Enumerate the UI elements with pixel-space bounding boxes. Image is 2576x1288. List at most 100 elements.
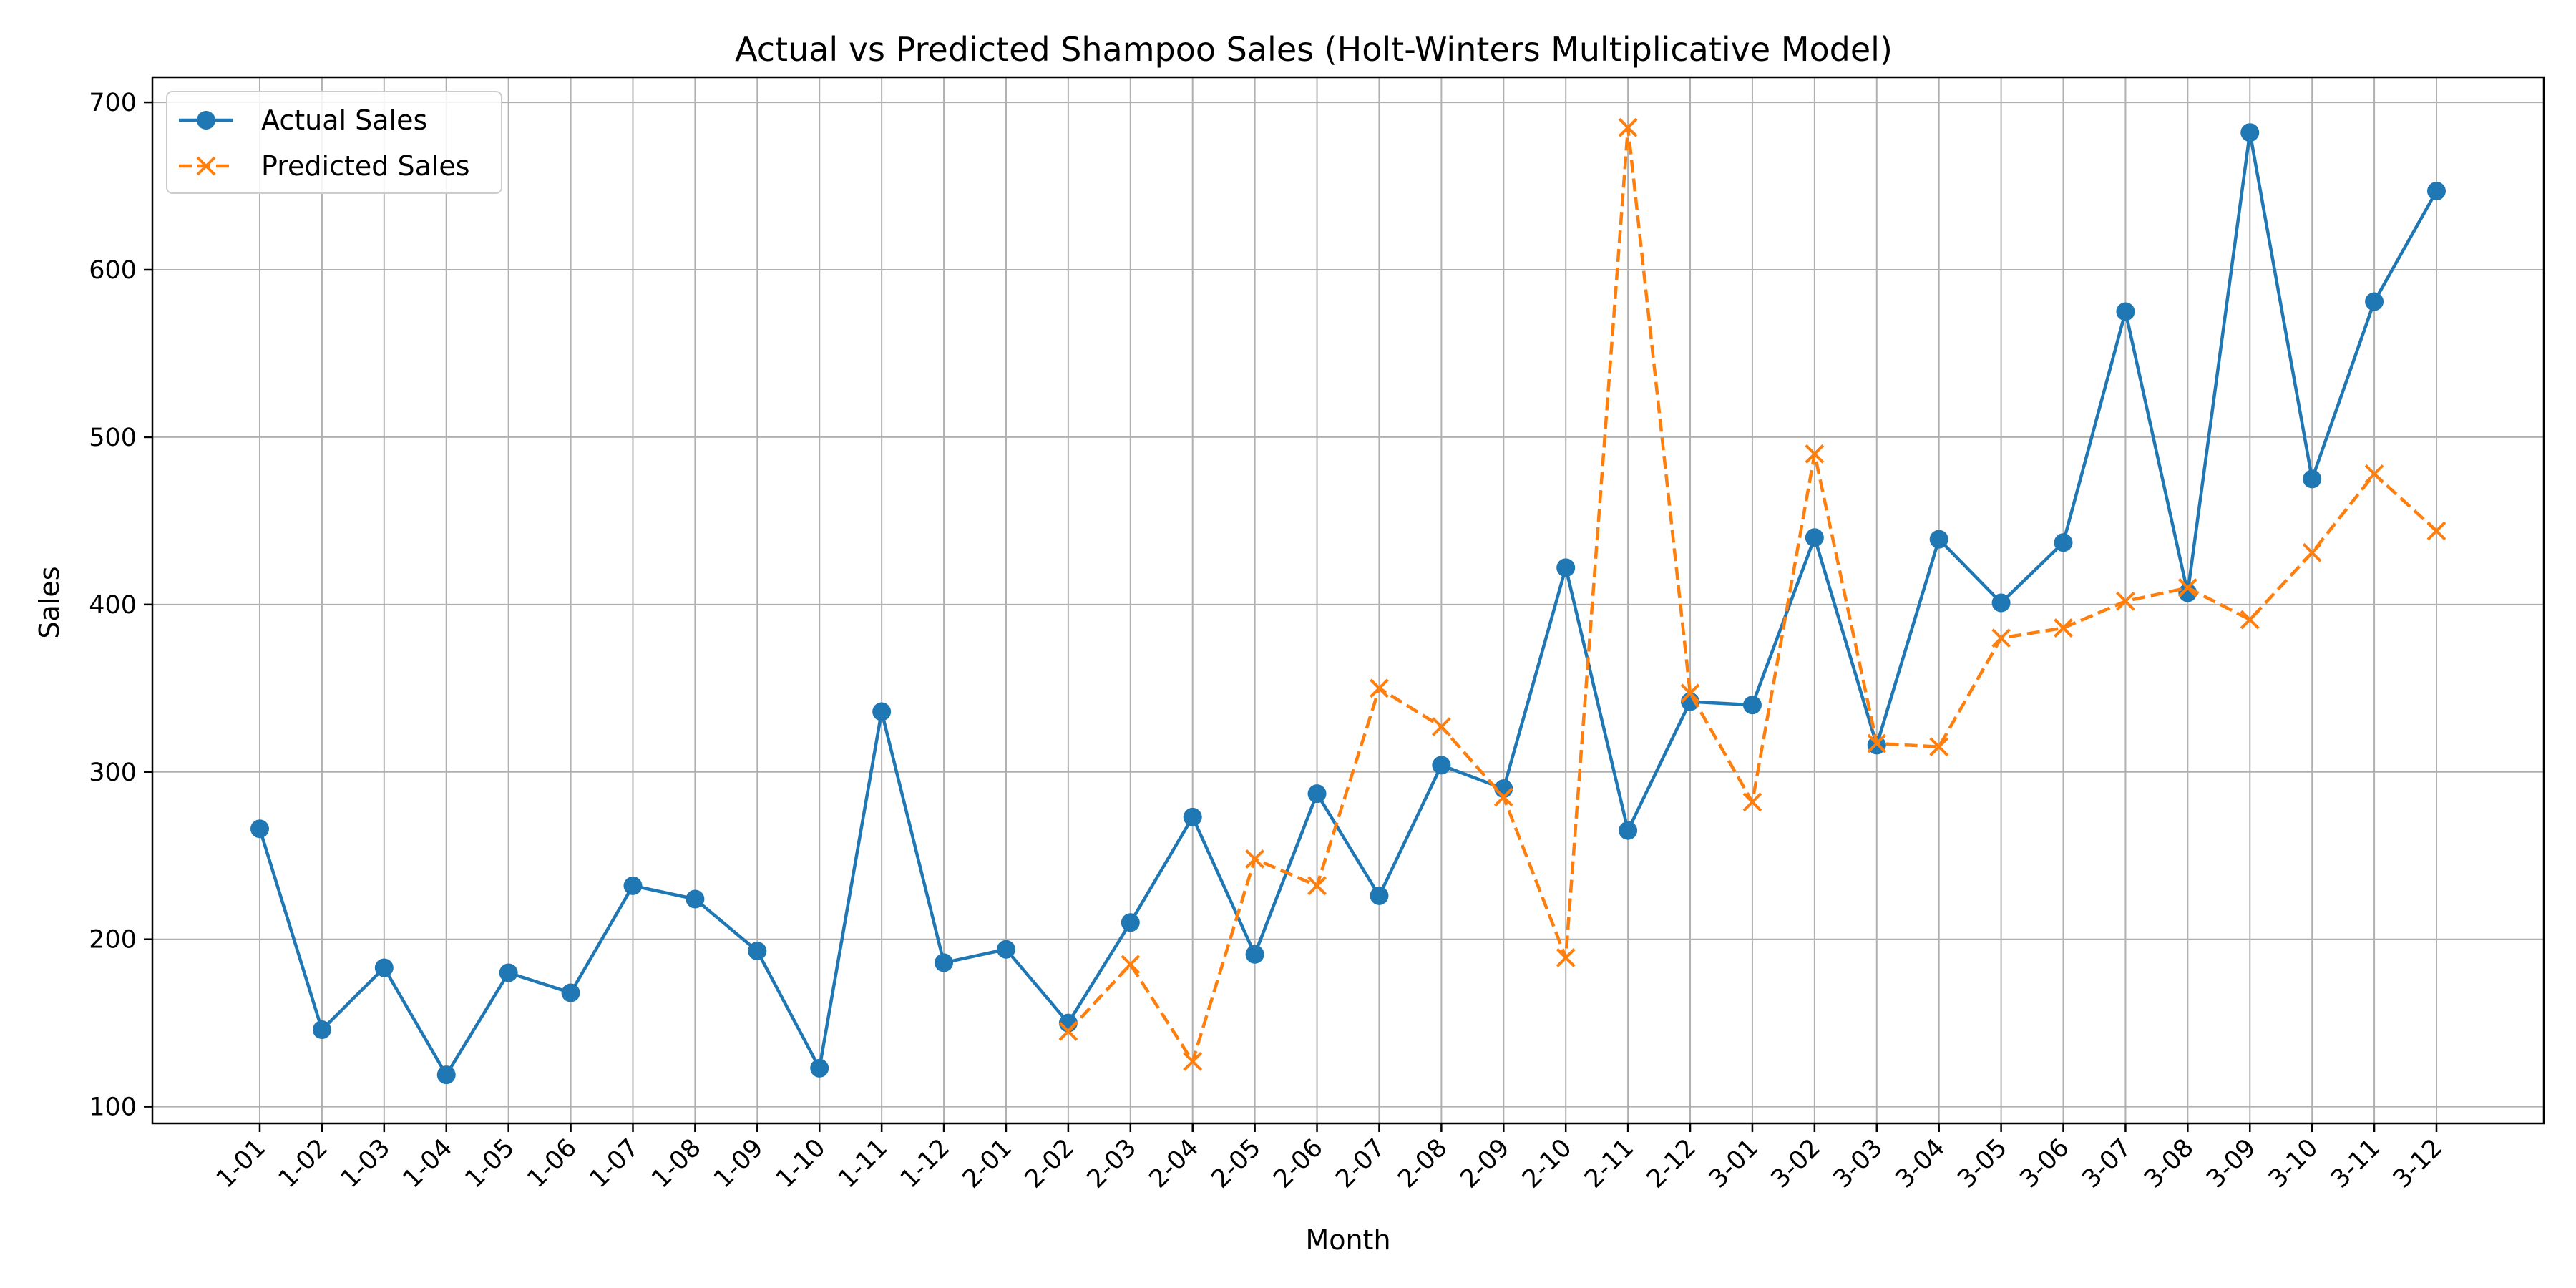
- data-point: [1307, 876, 1327, 896]
- data-point: [1680, 683, 1700, 703]
- x-tick-label: 3-09: [2201, 1133, 2261, 1194]
- x-tick-label: 1-06: [522, 1133, 582, 1194]
- x-tick-label: 2-10: [1517, 1133, 1577, 1194]
- data-point: [2302, 542, 2322, 562]
- legend-label: Actual Sales: [261, 104, 427, 136]
- y-tick-label: 700: [89, 89, 137, 117]
- data-point: [1183, 807, 1202, 826]
- data-point: [250, 819, 269, 839]
- data-point: [2054, 533, 2073, 552]
- x-tick-label: 3-03: [1828, 1133, 1888, 1194]
- data-point: [374, 958, 394, 977]
- data-point: [996, 940, 1015, 959]
- data-point: [1805, 528, 1824, 547]
- legend-marker: [196, 156, 216, 176]
- data-point: [2364, 464, 2384, 484]
- data-point: [1307, 784, 1327, 804]
- data-point: [1370, 886, 1389, 905]
- x-axis-label: Month: [1305, 1224, 1390, 1256]
- data-point: [2427, 182, 2446, 201]
- data-point: [1929, 737, 1949, 757]
- data-point: [1121, 955, 1141, 975]
- legend-item-actual-sales: Actual Sales: [179, 104, 427, 136]
- data-point: [810, 1058, 829, 1078]
- data-point: [1742, 696, 1762, 715]
- x-tick-label: 1-12: [895, 1133, 955, 1194]
- x-tick-label: 2-06: [1268, 1133, 1328, 1194]
- series-predicted-sales: [1058, 117, 2446, 1071]
- data-point: [1619, 821, 1638, 840]
- x-tick-label: 3-06: [2014, 1133, 2074, 1194]
- y-tick-label: 400: [89, 591, 137, 620]
- x-tick-label: 2-09: [1455, 1133, 1515, 1194]
- x-tick-label: 2-04: [1144, 1133, 1204, 1194]
- data-point: [1183, 1052, 1203, 1071]
- data-point: [436, 1065, 456, 1085]
- x-tick-label: 1-07: [584, 1133, 644, 1194]
- data-point: [1245, 945, 1264, 964]
- x-tick-label: 2-08: [1392, 1133, 1453, 1194]
- y-axis: 100 200 300 400 500 600 700: [89, 89, 152, 1122]
- x-tick-label: 2-11: [1579, 1133, 1639, 1194]
- x-tick-label: 3-02: [1766, 1133, 1826, 1194]
- data-point: [312, 1020, 331, 1040]
- x-tick-label: 3-01: [1704, 1133, 1764, 1194]
- x-tick-label: 2-03: [1082, 1133, 1142, 1194]
- legend-box: [166, 91, 502, 194]
- data-point: [499, 963, 518, 982]
- y-tick-label: 200: [89, 926, 137, 955]
- y-tick-label: 500: [89, 424, 137, 452]
- x-tick-label: 1-08: [646, 1133, 706, 1194]
- chart-title: Actual vs Predicted Shampoo Sales (Holt-…: [735, 30, 1893, 69]
- data-point: [2116, 302, 2135, 321]
- x-tick-label: 2-07: [1330, 1133, 1390, 1194]
- data-point: [1867, 733, 1887, 753]
- x-tick-label: 1-05: [460, 1133, 520, 1194]
- x-tick-label: 1-09: [708, 1133, 769, 1194]
- data-point: [2240, 123, 2260, 142]
- legend-marker: [197, 111, 215, 130]
- x-tick-label: 2-01: [957, 1133, 1018, 1194]
- data-point: [2177, 578, 2197, 597]
- data-point: [872, 702, 892, 721]
- data-point: [1742, 792, 1762, 812]
- data-point: [748, 942, 767, 961]
- legend: Actual Sales Predicted Sales: [166, 91, 502, 194]
- x-tick-label: 3-05: [1953, 1133, 2013, 1194]
- x-tick-label: 3-10: [2263, 1133, 2323, 1194]
- data-point: [1991, 628, 2011, 648]
- data-point: [2303, 469, 2322, 489]
- data-point: [2054, 618, 2073, 638]
- y-tick-label: 600: [89, 256, 137, 285]
- data-point: [2116, 591, 2135, 611]
- data-point: [935, 953, 954, 972]
- data-point: [2426, 521, 2446, 541]
- data-point: [623, 876, 643, 895]
- data-point: [1618, 117, 1638, 137]
- data-point: [2365, 292, 2384, 311]
- series-layer: [250, 117, 2446, 1085]
- grid: [152, 77, 2544, 1123]
- data-point: [1493, 787, 1513, 807]
- x-tick-label: 3-08: [2139, 1133, 2199, 1194]
- y-tick-label: 300: [89, 758, 137, 787]
- y-tick-label: 100: [89, 1093, 137, 1122]
- x-tick-label: 1-03: [336, 1133, 396, 1194]
- series-line: [258, 130, 2438, 1077]
- data-point: [1058, 1021, 1078, 1041]
- data-point: [561, 983, 580, 1002]
- data-point: [2178, 583, 2197, 602]
- data-point: [1556, 558, 1576, 577]
- y-axis-label: Sales: [34, 566, 65, 638]
- data-point: [1431, 717, 1451, 737]
- x-tick-label: 1-01: [211, 1133, 271, 1194]
- legend-label: Predicted Sales: [261, 150, 470, 182]
- x-tick-label: 1-04: [398, 1133, 458, 1194]
- data-point: [1991, 593, 2011, 613]
- x-axis: 1-01 1-02 1-03 1-04 1-05 1-06 1-07 1-08 1-09 1-10…: [211, 1123, 2448, 1194]
- x-tick-label: 2-12: [1641, 1133, 1702, 1194]
- x-tick-label: 1-02: [273, 1133, 333, 1194]
- x-tick-label: 3-11: [2326, 1133, 2386, 1194]
